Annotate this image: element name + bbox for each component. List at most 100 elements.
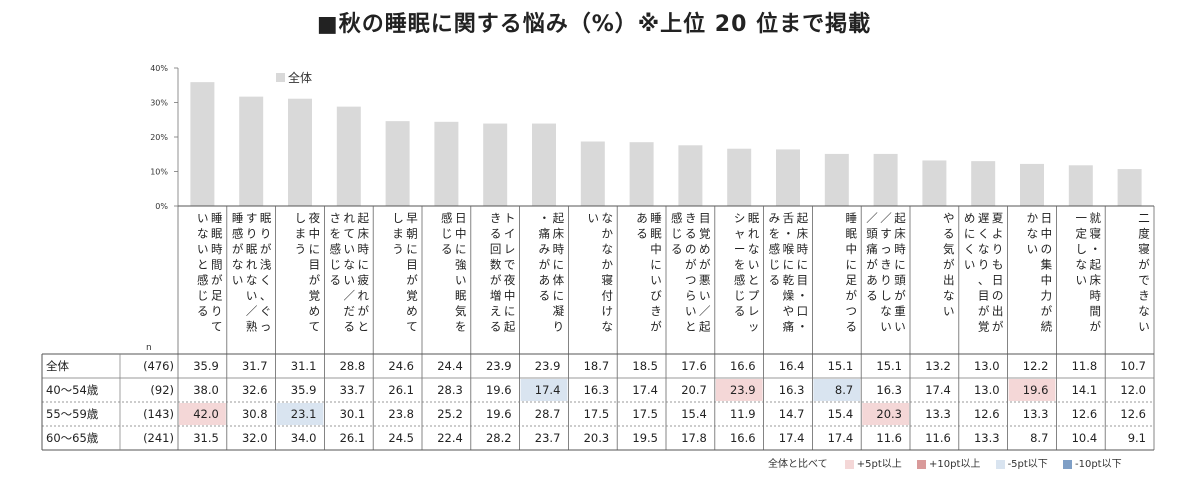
- category-label: 睡眠中にいびきがある: [636, 211, 662, 334]
- data-cell: 10.4: [1072, 431, 1098, 445]
- highlight-cell: [179, 403, 226, 425]
- legend-label-plus10: +10pt以上: [929, 459, 981, 470]
- category-label: 起床時に疲れがとれていない／だるさを感じる: [329, 211, 369, 334]
- data-cell: 17.5: [632, 407, 658, 421]
- bar: [336, 106, 361, 206]
- data-cell: 17.4: [632, 383, 658, 397]
- row-label: 全体: [46, 359, 69, 373]
- data-cell: 17.4: [925, 383, 951, 397]
- bar: [239, 96, 264, 206]
- data-cell: 35.9: [193, 359, 219, 373]
- bar: [385, 121, 410, 206]
- legend-swatch-minus10: [1063, 459, 1072, 469]
- bar: [629, 142, 654, 206]
- data-cell: 17.4: [779, 431, 805, 445]
- data-cell: 14.1: [1072, 383, 1098, 397]
- row-n: (143): [143, 407, 174, 421]
- data-cell: 12.6: [1072, 407, 1098, 421]
- bar: [532, 123, 556, 206]
- data-cell: 25.2: [437, 407, 463, 421]
- data-cell: 18.5: [632, 359, 658, 373]
- bar: [1117, 169, 1142, 206]
- data-cell: 31.7: [242, 359, 268, 373]
- data-cell: 12.6: [974, 407, 1000, 421]
- data-cell: 8.7: [1030, 431, 1048, 445]
- data-cell: 26.1: [388, 383, 414, 397]
- bar: [727, 148, 752, 206]
- row-n: (92): [150, 383, 174, 397]
- bar: [1020, 163, 1044, 206]
- y-tick-label: 30%: [150, 99, 168, 108]
- data-cell: 16.4: [779, 359, 805, 373]
- row-n: (241): [143, 431, 174, 445]
- category-label: 夜中に目が覚めてしまう: [295, 211, 321, 334]
- data-cell: 19.5: [632, 431, 658, 445]
- category-label: 眠りが浅く、ぐっすり眠れない／熟睡感がない: [232, 211, 272, 334]
- legend-item-minus5: -5pt以下: [995, 459, 1048, 470]
- data-cell: 16.3: [779, 383, 805, 397]
- data-cell: 11.6: [925, 431, 951, 445]
- y-tick-label: 40%: [150, 64, 168, 73]
- data-cell: 17.4: [828, 431, 854, 445]
- legend-lead: 全体と比べて: [768, 459, 828, 470]
- y-tick-label: 20%: [150, 133, 168, 142]
- legend-swatch-plus5: [844, 459, 854, 469]
- data-cell: 18.7: [584, 359, 610, 373]
- category-label: 眠れないとプレッシャーを感じる: [734, 211, 760, 334]
- row-label: 55～59歳: [46, 407, 99, 421]
- data-cell: 34.0: [291, 431, 317, 445]
- legend-item-plus10: +10pt以上: [917, 459, 980, 470]
- legend-swatch-minus5: [995, 459, 1005, 469]
- data-cell: 20.3: [876, 407, 902, 421]
- data-cell: 13.0: [974, 383, 1000, 397]
- data-cell: 11.9: [730, 407, 756, 421]
- data-cell: 22.4: [437, 431, 463, 445]
- data-cell: 23.7: [535, 431, 561, 445]
- category-label: 起床時に体に凝り・痛みがある: [539, 211, 565, 334]
- data-cell: 35.9: [291, 383, 317, 397]
- data-cell: 30.1: [340, 407, 366, 421]
- data-cell: 12.2: [1023, 359, 1049, 373]
- category-label: 早朝に目が覚めてしまう: [392, 211, 418, 334]
- bar: [483, 123, 508, 206]
- data-cell: 24.6: [388, 359, 414, 373]
- legend-item-minus10: -10pt以下: [1063, 459, 1122, 470]
- data-cell: 8.7: [835, 383, 853, 397]
- n-label: n: [146, 343, 152, 353]
- data-cell: 30.8: [242, 407, 268, 421]
- data-cell: 26.1: [340, 431, 366, 445]
- chart-title: ■秋の睡眠に関する悩み（%）※上位 20 位まで掲載: [316, 12, 872, 37]
- data-cell: 19.6: [1023, 383, 1049, 397]
- data-cell: 23.9: [730, 383, 756, 397]
- row-label: 60～65歳: [46, 431, 99, 445]
- data-cell: 31.5: [193, 431, 219, 445]
- data-cell: 17.5: [584, 407, 610, 421]
- bar: [1068, 165, 1093, 206]
- bar: [922, 160, 947, 206]
- bar: [971, 161, 996, 206]
- row-label: 40～54歳: [46, 383, 99, 397]
- data-cell: 20.3: [584, 431, 610, 445]
- category-label: 目覚めが悪い／起きるのがつらいと感じる: [671, 211, 711, 334]
- data-cell: 19.6: [486, 407, 512, 421]
- bar: [873, 153, 898, 206]
- category-label: 起床時に目・口・舌・喉に乾燥や痛みを感じる: [769, 211, 809, 334]
- highlight-cell: [715, 379, 763, 401]
- data-cell: 16.6: [730, 359, 756, 373]
- data-cell: 28.7: [535, 407, 561, 421]
- category-label: 二度寝ができない: [1138, 211, 1150, 334]
- data-cell: 16.6: [730, 431, 756, 445]
- category-label: 起床時に頭が重い／すっきりしない／頭痛がある: [866, 211, 906, 334]
- category-label: 日中の集中力が続かない: [1027, 211, 1053, 334]
- data-cell: 17.8: [681, 431, 707, 445]
- data-cell: 15.1: [828, 359, 854, 373]
- category-label: やる気が出ない: [943, 211, 955, 318]
- data-cell: 24.5: [388, 431, 414, 445]
- data-cell: 13.3: [1023, 407, 1049, 421]
- legend: 全体と比べて +5pt以上 +10pt以上 -5pt以下 -10pt以下: [768, 455, 1122, 470]
- data-cell: 32.0: [242, 431, 268, 445]
- legend-label-minus10: -10pt以下: [1075, 459, 1122, 470]
- y-tick-label: 0%: [155, 202, 168, 211]
- y-tick-label: 10%: [150, 168, 168, 177]
- data-cell: 16.3: [584, 383, 610, 397]
